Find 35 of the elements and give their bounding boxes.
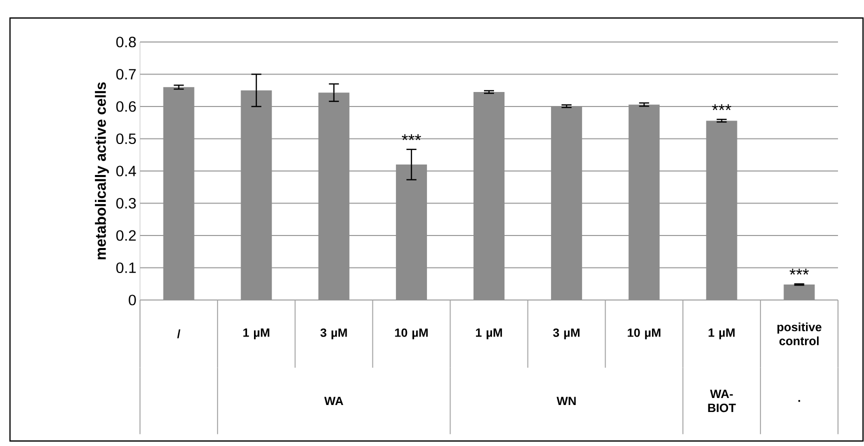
bar: [628, 104, 660, 300]
y-tick-label: 0.5: [116, 133, 136, 144]
x-tick-label: positive control: [777, 322, 822, 346]
bar: [551, 106, 582, 300]
x-tick-label: 3 µM: [553, 328, 580, 340]
bar: [318, 92, 350, 300]
y-tick-label: 0.3: [116, 198, 136, 209]
x-tick-label: 1 µM: [708, 328, 735, 340]
text: WA-BIOT: [708, 390, 736, 412]
y-tick-label: 0.8: [116, 36, 136, 48]
bar: [706, 120, 738, 300]
bar: [784, 284, 815, 300]
text: WA: [324, 396, 344, 406]
y-tick-label: 0.4: [116, 166, 136, 176]
x-tick-label: 3 µM: [320, 328, 347, 340]
y-tick-label: 0.1: [116, 262, 136, 274]
annotation: ***: [790, 268, 809, 275]
bar: [163, 87, 194, 300]
x-tick-label: 1 µM: [476, 328, 502, 340]
text: .: [798, 400, 800, 402]
x-tick-label: 1 µM: [243, 328, 270, 340]
y-axis-title: metabolically active cells: [94, 82, 109, 260]
text: WN: [556, 396, 576, 406]
x-tick-label: 10 µM: [395, 328, 428, 340]
annotation: ***: [712, 104, 732, 110]
y-tick-label: 0.7: [116, 68, 136, 80]
y-tick-label: 0.6: [116, 101, 136, 112]
y-tick-label: 0: [128, 294, 136, 306]
bar: [240, 90, 272, 300]
x-tick-label: 10 µM: [628, 328, 660, 340]
x-tick-label: /: [177, 329, 180, 338]
bar: [473, 92, 505, 300]
bar: [396, 164, 427, 300]
annotation: ***: [402, 134, 422, 140]
y-tick-label: 0.2: [116, 230, 136, 241]
